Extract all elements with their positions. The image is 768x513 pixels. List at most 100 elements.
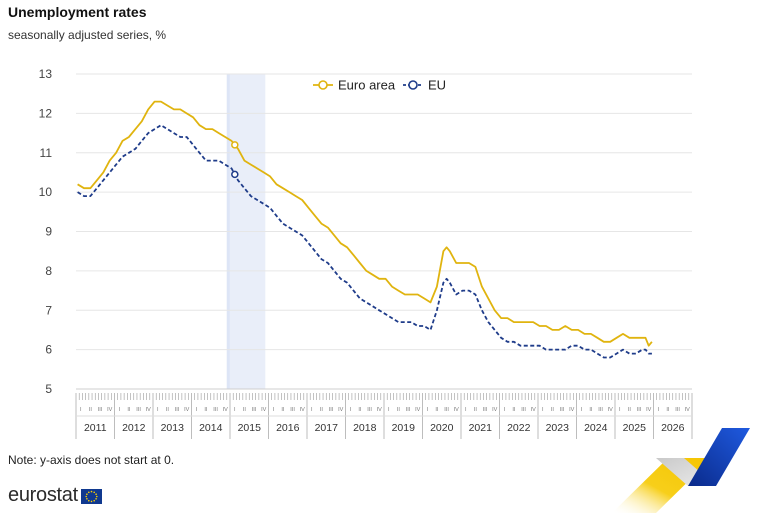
x-year-label: 2012 (122, 422, 146, 434)
x-year-label: 2024 (584, 422, 608, 434)
x-quarter-label: I (273, 407, 275, 413)
x-quarter-label: I (658, 407, 660, 413)
x-quarter-label: III (598, 407, 603, 413)
x-year-label: 2025 (623, 422, 647, 434)
x-quarter-label: III (290, 407, 295, 413)
x-year-label: 2021 (469, 422, 493, 434)
x-quarter-label: II (281, 407, 285, 413)
x-axis: I II III IV I II III IV I II III IV I II III IV I II III IV… (75, 388, 693, 439)
legend-label: EU (428, 78, 446, 93)
x-quarter-label: IV (300, 407, 306, 413)
x-quarter-label: II (628, 407, 632, 413)
x-quarter-label: III (560, 407, 565, 413)
x-quarter-label: III (483, 407, 488, 413)
x-quarter-label: I (619, 407, 621, 413)
x-quarter-label: IV (261, 407, 267, 413)
legend-item[interactable]: Euro area (313, 78, 396, 93)
x-quarter-label: II (89, 407, 93, 413)
x-quarter-label: IV (146, 407, 152, 413)
x-quarter-label: II (127, 407, 131, 413)
legend-item[interactable]: EU (403, 78, 446, 93)
series-line-eu[interactable] (77, 124, 652, 359)
x-quarter-label: II (551, 407, 555, 413)
x-year-label: 2026 (661, 422, 685, 434)
x-quarter-label: II (512, 407, 516, 413)
x-year-label: 2018 (353, 422, 377, 434)
x-quarter-label: IV (454, 407, 460, 413)
x-quarter-label: II (435, 407, 439, 413)
x-quarter-label: II (666, 407, 670, 413)
chart-title: Unemployment rates (8, 4, 147, 20)
eu-flag-icon (80, 489, 102, 504)
x-year-label: 2011 (84, 422, 107, 434)
x-quarter-label: I (80, 407, 82, 413)
x-quarter-label: I (234, 407, 236, 413)
x-quarter-label: I (311, 407, 313, 413)
series-layer (77, 100, 653, 359)
x-year-label: 2016 (276, 422, 300, 434)
y-tick-labels: 5 6 7 8 9 10 11 12 13 (39, 67, 53, 396)
x-quarter-label: IV (531, 407, 537, 413)
x-quarter-label: IV (685, 407, 691, 413)
x-quarter-label: II (397, 407, 401, 413)
x-quarter-label: IV (492, 407, 498, 413)
legend-label: Euro area (338, 78, 396, 93)
x-year-label: 2019 (392, 422, 416, 434)
corner-blue-stripe (688, 428, 750, 486)
x-quarter-label: III (367, 407, 372, 413)
x-quarter-label: II (358, 407, 362, 413)
x-quarter-label: II (320, 407, 324, 413)
series-marker[interactable] (231, 170, 239, 179)
x-quarter-label: II (474, 407, 478, 413)
y-tick-label: 13 (39, 67, 53, 81)
x-quarter-label: I (581, 407, 583, 413)
y-tick-label: 5 (45, 382, 52, 396)
x-quarter-label: III (136, 407, 141, 413)
x-quarter-label: I (427, 407, 429, 413)
x-year-label: 2022 (507, 422, 531, 434)
x-quarter-label: I (119, 407, 121, 413)
x-year-label: 2020 (430, 422, 454, 434)
x-quarter-label: I (542, 407, 544, 413)
y-tick-label: 10 (39, 185, 53, 199)
x-quarter-label: IV (608, 407, 614, 413)
x-year-label: 2014 (199, 422, 223, 434)
legend-swatch-marker (318, 80, 328, 90)
x-quarter-label: II (166, 407, 170, 413)
y-tick-label: 11 (40, 146, 53, 160)
legend[interactable]: Euro area EU (313, 78, 446, 93)
x-quarter-label: I (196, 407, 198, 413)
x-quarter-label: III (329, 407, 334, 413)
x-year-label: 2023 (546, 422, 570, 434)
x-quarter-label: II (589, 407, 593, 413)
x-quarter-label: III (637, 407, 642, 413)
eurostat-logo-text: eurostat (8, 484, 78, 506)
x-quarter-label: III (252, 407, 257, 413)
x-quarter-label: IV (646, 407, 652, 413)
x-quarter-label: III (521, 407, 526, 413)
x-quarter-label: III (444, 407, 449, 413)
x-quarter-label: III (213, 407, 218, 413)
x-quarter-label: IV (107, 407, 113, 413)
series-line-euro-area[interactable] (77, 100, 653, 347)
x-quarter-label: IV (184, 407, 190, 413)
y-tick-label: 12 (39, 106, 53, 120)
x-quarter-label: IV (377, 407, 383, 413)
x-quarter-label: IV (223, 407, 229, 413)
x-year-label: 2017 (315, 422, 339, 434)
eurostat-logo[interactable]: eurostat (8, 484, 102, 507)
x-quarter-label: I (465, 407, 467, 413)
x-quarter-label: I (388, 407, 390, 413)
x-year-label: 2013 (161, 422, 185, 434)
x-quarter-label: IV (569, 407, 575, 413)
series-marker[interactable] (231, 141, 239, 149)
x-quarter-label: I (157, 407, 159, 413)
x-quarter-label: II (204, 407, 208, 413)
x-quarter-label: III (406, 407, 411, 413)
chart-note: Note: y-axis does not start at 0. (8, 453, 175, 467)
x-quarter-label: II (243, 407, 247, 413)
x-quarter-label: III (175, 407, 180, 413)
x-quarter-label: I (350, 407, 352, 413)
